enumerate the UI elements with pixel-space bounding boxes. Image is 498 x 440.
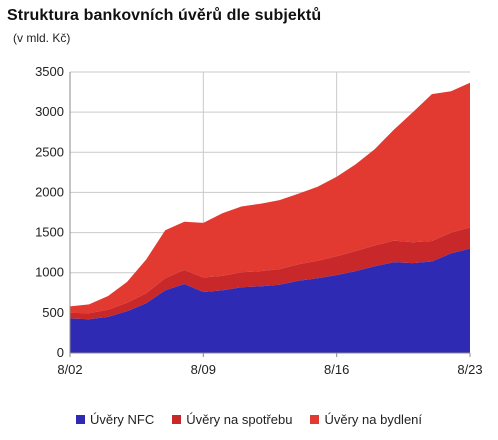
area-bydleni [70,82,470,314]
y-tick-label: 1500 [35,225,64,240]
stacked-area-chart: 0 500 1000 1500 2000 2500 3000 3500 8/02 8/09 8/16… [35,64,483,377]
chart-title: Struktura bankovních úvěrů dle subjektů [7,7,322,24]
y-tick-label: 3000 [35,104,64,119]
legend-item-bydleni: Úvěry na bydlení [310,412,422,427]
x-tick-label: 8/16 [324,362,349,377]
y-tick-label: 500 [42,305,64,320]
y-tick-label: 0 [57,345,64,360]
legend-label-spotreba: Úvěry na spotřebu [186,412,293,427]
area-nfc [70,248,470,353]
area-spotreba [70,227,470,320]
chart-subtitle: (v mld. Kč) [13,31,71,45]
legend-item-nfc: Úvěry NFC [75,412,155,427]
legend-swatch-spotreba [172,415,182,424]
legend-swatch-nfc [75,415,85,424]
legend-label-bydleni: Úvěry na bydlení [324,412,423,427]
y-tick-label: 3500 [35,64,64,79]
x-tick-label: 8/23 [457,362,482,377]
x-tick-label: 8/09 [191,362,216,377]
legend-item-spotreba: Úvěry na spotřebu [172,412,292,427]
x-tick-label: 8/02 [57,362,82,377]
legend-label-nfc: Úvěry NFC [89,412,155,427]
y-tick-label: 1000 [35,265,64,280]
legend: Úvěry NFC Úvěry na spotřebu Úvěry na byd… [0,412,498,427]
legend-swatch-bydleni [310,415,320,424]
y-tick-label: 2000 [35,184,64,199]
y-tick-label: 2500 [35,144,64,159]
